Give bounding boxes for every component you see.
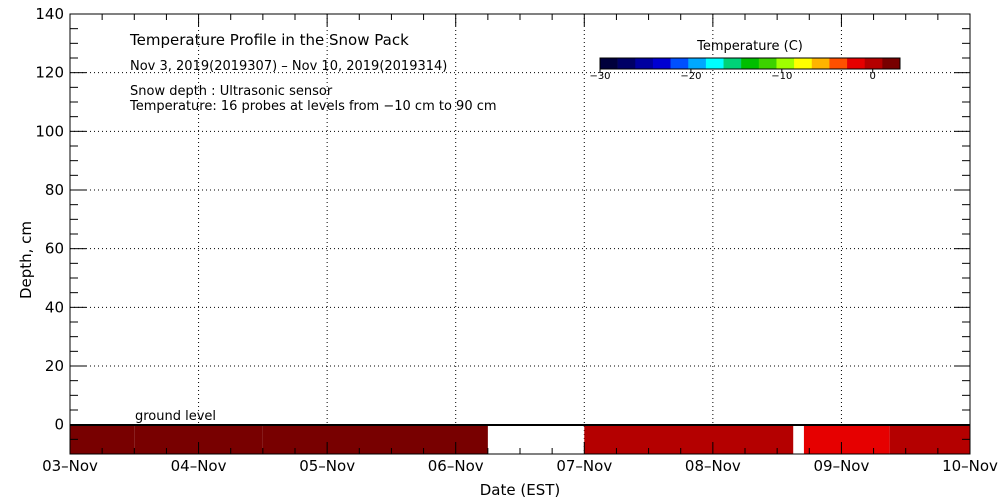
ground-level-label: ground level: [135, 409, 216, 424]
colorbar-swatch: [811, 58, 830, 69]
colorbar-swatch: [723, 58, 742, 69]
x-tick-label: 10–Nov: [942, 457, 998, 475]
colorbar: [599, 57, 901, 70]
colorbar-swatch: [635, 58, 654, 69]
colorbar-swatch: [758, 58, 777, 69]
colorbar-swatch: [705, 58, 724, 69]
note-temperature: Temperature: 16 probes at levels from −1…: [129, 99, 497, 114]
chart-title: Temperature Profile in the Snow Pack: [129, 31, 409, 49]
y-tick-label: 40: [45, 298, 64, 316]
x-tick-label: 05–Nov: [299, 457, 355, 475]
colorbar-frame: [599, 57, 901, 70]
y-tick-label: 100: [35, 122, 64, 140]
colorbar-swatch: [776, 58, 795, 69]
y-tick-label: 140: [35, 5, 64, 23]
colorbar-swatch: [600, 58, 618, 69]
colorbar-swatch: [617, 58, 636, 69]
colorbar-tick-label: −10: [771, 71, 792, 82]
temperature-band: [889, 424, 970, 454]
grid-lines: [70, 13, 970, 454]
y-tick-label: 80: [45, 181, 64, 199]
colorbar-swatch: [847, 58, 866, 69]
colorbar-swatch: [741, 58, 760, 69]
colorbar-swatch: [864, 58, 883, 69]
axis-tick-labels: 03–Nov 04–Nov 05–Nov 06–Nov 07–Nov 08–Nov 09–N…: [35, 5, 998, 475]
colorbar-swatch: [688, 58, 707, 69]
x-tick-label: 03–Nov: [42, 457, 98, 475]
colorbar-labels: −30 −20 −10 0: [589, 69, 876, 82]
temperature-bands: [70, 424, 970, 454]
axis-ticks: [69, 13, 971, 455]
colorbar-swatch: [829, 58, 848, 69]
temperature-band: [803, 424, 890, 454]
colorbar-swatch: [794, 58, 813, 69]
y-tick-label: 0: [54, 416, 64, 434]
colorbar-swatch: [652, 58, 671, 69]
temperature-band: [262, 424, 488, 454]
temperature-band: [584, 424, 794, 454]
x-tick-label: 06–Nov: [428, 457, 484, 475]
y-axis-label: Depth, cm: [17, 221, 35, 299]
note-snow-depth: Snow depth : Ultrasonic sensor: [130, 84, 333, 99]
colorbar-tick-label: −20: [680, 71, 701, 82]
x-tick-label: 09–Nov: [813, 457, 869, 475]
colorbar-title: Temperature (C): [696, 39, 803, 54]
x-tick-label: 07–Nov: [556, 457, 612, 475]
colorbar-swatch: [882, 58, 901, 69]
colorbar-tick-label: −30: [589, 71, 610, 82]
y-tick-label: 60: [45, 240, 64, 258]
plot-background: [70, 14, 970, 454]
y-tick-label: 20: [45, 357, 64, 375]
chart-subtitle: Nov 3, 2019(2019307) – Nov 10, 2019(2019…: [130, 59, 447, 74]
colorbar-tick-label: 0: [870, 71, 876, 82]
x-axis-label: Date (EST): [480, 481, 561, 499]
x-tick-label: 08–Nov: [685, 457, 741, 475]
x-tick-label: 04–Nov: [171, 457, 227, 475]
colorbar-swatch: [670, 58, 689, 69]
y-tick-label: 120: [35, 64, 64, 82]
